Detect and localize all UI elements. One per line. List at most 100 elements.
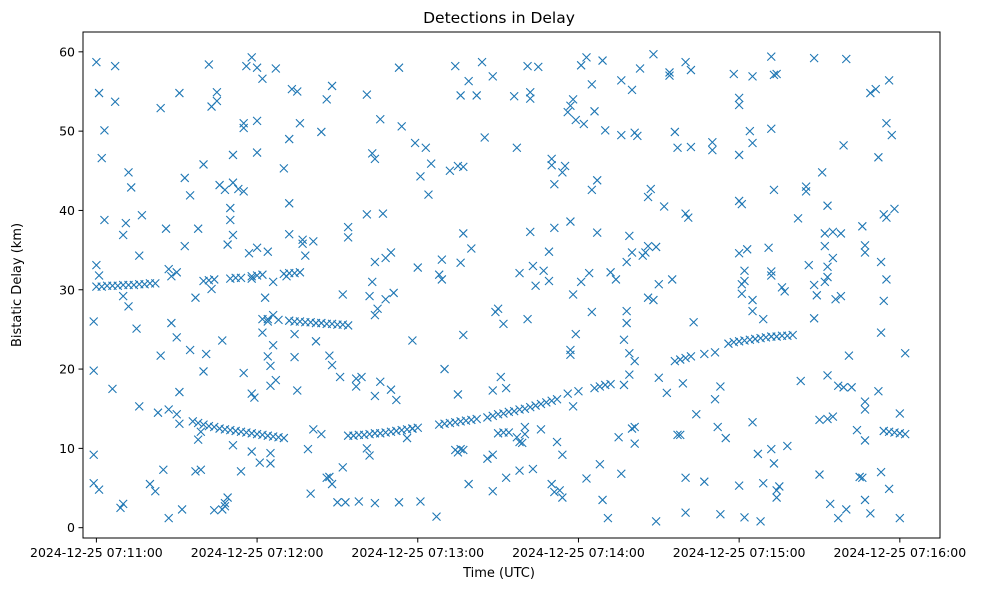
detection-marker: [563, 107, 573, 117]
detection-marker: [734, 93, 744, 103]
detection-marker: [268, 310, 278, 320]
detection-marker: [166, 318, 176, 328]
detection-marker: [89, 450, 99, 460]
detection-marker: [247, 389, 257, 399]
detection-marker: [857, 473, 867, 483]
detection-marker: [566, 217, 575, 226]
detection-marker: [196, 427, 206, 437]
detection-marker: [472, 91, 482, 100]
detection-marker: [424, 190, 433, 199]
detection-marker: [622, 257, 632, 267]
detection-marker: [378, 209, 388, 219]
track-marker: [499, 409, 508, 418]
detection-marker: [828, 412, 838, 422]
detection-marker: [833, 513, 843, 523]
detection-marker: [533, 62, 543, 72]
detection-marker: [335, 372, 345, 382]
detection-marker: [860, 436, 870, 445]
detection-marker: [322, 95, 332, 104]
track-marker: [552, 394, 562, 404]
detection-marker: [734, 248, 744, 258]
detection-marker: [351, 382, 361, 391]
detection-marker: [134, 251, 144, 261]
detection-marker: [362, 90, 372, 100]
detection-marker: [252, 148, 262, 157]
detection-marker: [266, 361, 275, 371]
track-marker: [724, 339, 733, 349]
detection-marker: [488, 486, 498, 496]
detection-marker: [823, 414, 832, 424]
detection-marker: [691, 409, 701, 419]
detection-marker: [124, 167, 133, 177]
detection-marker: [825, 499, 835, 509]
y-tick-label: 10: [59, 441, 75, 456]
detection-marker: [670, 127, 680, 137]
detection-marker: [742, 244, 752, 254]
detection-marker: [284, 229, 294, 239]
detection-marker: [515, 268, 524, 278]
detection-marker: [557, 167, 567, 177]
detection-marker: [734, 150, 744, 160]
detection-marker: [408, 336, 417, 345]
detection-marker: [812, 290, 822, 300]
detection-marker: [681, 473, 690, 483]
track-marker: [606, 379, 615, 389]
detection-marker: [528, 261, 538, 271]
detection-marker: [876, 328, 886, 337]
detection-marker: [327, 479, 337, 489]
detection-marker: [196, 465, 206, 475]
detection-marker: [831, 294, 840, 304]
x-tick-label: 2024-12-25 07:14:00: [512, 545, 645, 560]
detection-marker: [233, 184, 243, 194]
detection-marker: [678, 378, 688, 388]
detection-marker: [833, 381, 843, 391]
detection-marker: [823, 272, 832, 282]
detection-marker: [185, 190, 195, 200]
detection-marker: [713, 422, 723, 432]
y-tick-label: 0: [67, 520, 75, 535]
detection-marker: [748, 306, 757, 316]
detection-marker: [327, 360, 337, 370]
track-marker: [788, 330, 798, 340]
detection-marker: [247, 447, 257, 456]
detection-marker: [258, 328, 267, 337]
detection-marker: [271, 375, 281, 385]
detection-marker: [665, 68, 674, 77]
detection-marker: [611, 275, 621, 284]
detection-marker: [836, 229, 846, 238]
detection-marker: [721, 433, 731, 443]
detection-marker: [823, 201, 832, 211]
detection-marker: [758, 314, 768, 324]
detection-marker: [544, 247, 554, 257]
detection-marker: [515, 466, 524, 475]
detection-marker: [809, 53, 819, 63]
detection-marker: [855, 472, 865, 482]
detection-marker: [665, 71, 674, 81]
detection-marker: [432, 512, 441, 521]
detection-marker: [590, 106, 599, 116]
detection-marker: [839, 141, 848, 150]
detection-marker: [212, 87, 222, 97]
detection-marker: [126, 183, 136, 192]
detection-marker: [158, 465, 168, 475]
detection-marker: [780, 286, 790, 296]
detection-marker: [557, 493, 567, 502]
track-marker: [531, 401, 540, 410]
detection-marker: [566, 350, 575, 360]
detection-marker: [841, 505, 851, 514]
detection-marker: [689, 317, 699, 327]
detection-marker: [172, 332, 182, 342]
detection-marker: [201, 349, 211, 359]
detection-marker: [654, 373, 664, 383]
detection-marker: [150, 486, 160, 496]
detection-marker: [686, 142, 696, 152]
detection-marker: [520, 422, 530, 432]
track-marker: [279, 433, 289, 443]
detection-marker: [630, 356, 640, 366]
detection-marker: [766, 267, 776, 276]
detection-marker: [777, 282, 787, 292]
track-marker: [188, 417, 198, 426]
detection-marker: [555, 486, 565, 495]
detection-marker: [228, 150, 238, 160]
track-marker: [525, 402, 535, 412]
